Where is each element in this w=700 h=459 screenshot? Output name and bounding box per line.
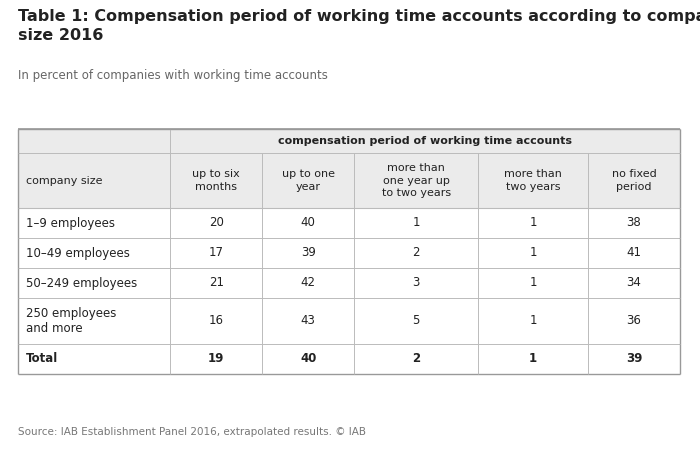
Bar [18,268,170,298]
Text: 42: 42 [301,276,316,290]
Bar [170,238,262,268]
Text: up to one
year: up to one year [282,169,335,192]
Bar [588,268,680,298]
Text: 250 employees
and more: 250 employees and more [26,307,116,336]
Bar [262,298,354,344]
Bar [354,298,478,344]
Bar [170,268,262,298]
Text: 3: 3 [412,276,420,290]
Bar [478,153,588,208]
Text: 36: 36 [626,314,641,328]
Bar [478,344,588,374]
Text: 41: 41 [626,246,641,259]
Text: 1: 1 [529,246,537,259]
Text: 43: 43 [301,314,316,328]
Text: 39: 39 [301,246,316,259]
Text: 10–49 employees: 10–49 employees [26,246,130,259]
Text: 40: 40 [300,353,316,365]
Bar [354,268,478,298]
Bar [354,208,478,238]
Text: 1: 1 [529,353,537,365]
Text: 21: 21 [209,276,224,290]
Bar [262,153,354,208]
Bar [18,344,170,374]
Bar [170,298,262,344]
Bar [478,208,588,238]
Bar [588,238,680,268]
Text: Source: IAB Establishment Panel 2016, extrapolated results. © IAB: Source: IAB Establishment Panel 2016, ex… [18,427,366,437]
Bar [478,298,588,344]
Text: Table 1: Compensation period of working time accounts according to company
size : Table 1: Compensation period of working … [18,9,700,43]
Text: 2: 2 [412,353,420,365]
Bar [170,153,262,208]
Text: 20: 20 [209,217,224,230]
Text: 1: 1 [529,314,537,328]
Text: 34: 34 [626,276,641,290]
Bar [588,344,680,374]
Text: more than
two years: more than two years [504,169,562,192]
Text: 1: 1 [529,217,537,230]
Text: no fixed
period: no fixed period [612,169,657,192]
Text: 16: 16 [209,314,224,328]
Text: more than
one year up
to two years: more than one year up to two years [382,163,451,198]
Bar [170,208,262,238]
Bar [354,238,478,268]
Bar [354,344,478,374]
Bar [588,153,680,208]
Text: 19: 19 [208,353,225,365]
Text: 1–9 employees: 1–9 employees [26,217,115,230]
Bar [18,298,170,344]
Bar [170,129,680,153]
Text: 2: 2 [412,246,420,259]
Text: Total: Total [26,353,58,365]
Bar [588,298,680,344]
Bar [262,208,354,238]
Text: 39: 39 [626,353,642,365]
Text: up to six
months: up to six months [193,169,240,192]
Bar [262,238,354,268]
Bar [478,268,588,298]
Text: 5: 5 [412,314,420,328]
Bar [262,344,354,374]
Text: 50–249 employees: 50–249 employees [26,276,137,290]
Text: 1: 1 [529,276,537,290]
Bar [18,208,170,238]
Text: 38: 38 [626,217,641,230]
Text: 40: 40 [301,217,316,230]
Bar [18,153,170,208]
Bar [354,153,478,208]
Bar [588,208,680,238]
Text: 17: 17 [209,246,224,259]
Text: compensation period of working time accounts: compensation period of working time acco… [278,136,572,146]
Text: In percent of companies with working time accounts: In percent of companies with working tim… [18,69,328,82]
Bar [18,129,170,153]
Bar [18,238,170,268]
Text: company size: company size [26,175,102,185]
Bar [170,344,262,374]
Bar [262,268,354,298]
Bar [478,238,588,268]
Text: 1: 1 [412,217,420,230]
